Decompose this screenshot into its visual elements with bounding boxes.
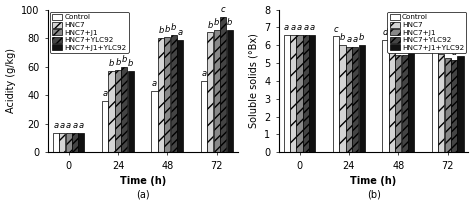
Bar [333, 36, 339, 152]
Text: (b): (b) [367, 190, 381, 200]
Bar [451, 60, 457, 152]
Bar [121, 67, 128, 152]
Text: d: d [432, 30, 438, 39]
Bar [152, 91, 157, 152]
Bar [296, 35, 302, 152]
Text: b: b [445, 46, 450, 55]
Text: b: b [158, 26, 164, 35]
Legend: Control, HNC7, HNC7+J1, HNC7+YLC92, HNC7+J1+YLC92: Control, HNC7, HNC7+J1, HNC7+YLC92, HNC7… [50, 12, 129, 53]
Text: b: b [359, 33, 365, 42]
Text: a: a [60, 121, 65, 130]
Text: b: b [227, 18, 232, 27]
Text: c: c [439, 42, 444, 51]
Text: c: c [334, 25, 338, 33]
Text: (a): (a) [136, 190, 149, 200]
Text: a: a [178, 28, 183, 37]
Text: a: a [284, 23, 289, 32]
Bar [214, 30, 220, 152]
Bar [128, 71, 134, 152]
Text: b: b [171, 24, 176, 32]
Text: b: b [214, 18, 219, 27]
Text: a: a [452, 48, 456, 57]
Bar [158, 38, 164, 152]
Text: ab: ab [393, 43, 403, 52]
Bar [115, 70, 121, 152]
Text: a: a [291, 23, 296, 32]
Bar [53, 133, 59, 152]
Bar [65, 133, 72, 152]
Bar [177, 40, 183, 152]
Text: a: a [303, 23, 309, 32]
Y-axis label: Acidity (g/kg): Acidity (g/kg) [6, 48, 16, 113]
Text: b: b [122, 55, 127, 64]
Bar [401, 55, 408, 152]
Bar [352, 47, 358, 152]
Bar [283, 35, 290, 152]
Bar [72, 133, 78, 152]
Text: c: c [390, 40, 394, 50]
Bar [346, 47, 352, 152]
Bar [339, 45, 346, 152]
Bar [438, 54, 444, 152]
Text: a: a [53, 121, 58, 130]
Bar [164, 37, 171, 152]
Bar [207, 32, 213, 152]
Bar [383, 40, 389, 152]
Text: b: b [208, 21, 213, 30]
Text: bc: bc [406, 42, 416, 50]
Bar [102, 101, 108, 152]
X-axis label: Time (h): Time (h) [350, 176, 397, 186]
Bar [432, 42, 438, 152]
Text: b: b [115, 58, 121, 67]
Text: a: a [102, 89, 108, 98]
Bar [389, 52, 395, 152]
Text: b: b [164, 25, 170, 34]
Bar [445, 58, 451, 152]
Bar [171, 35, 177, 152]
Bar [201, 81, 207, 152]
Bar [310, 35, 315, 152]
Bar [395, 55, 401, 152]
Text: a: a [310, 23, 315, 32]
Text: a: a [201, 69, 207, 78]
Text: b: b [109, 59, 114, 68]
Text: a: a [66, 121, 71, 130]
Bar [303, 35, 309, 152]
Bar [59, 133, 65, 152]
Y-axis label: Soluble solids (°Bx): Soluble solids (°Bx) [249, 33, 259, 128]
Text: a: a [346, 35, 351, 44]
Bar [290, 35, 296, 152]
Text: a: a [152, 79, 157, 88]
Bar [227, 30, 233, 152]
Text: d: d [383, 28, 388, 37]
Bar [408, 53, 414, 152]
Bar [109, 71, 115, 152]
Bar [359, 45, 365, 152]
Legend: Control, HNC7, HNC7+J1, HNC7+YLC92, HNC7+J1+YLC92: Control, HNC7, HNC7+J1, HNC7+YLC92, HNC7… [387, 12, 466, 53]
Text: b: b [340, 33, 345, 42]
Text: a: a [79, 121, 84, 130]
Text: a: a [297, 23, 302, 32]
Text: b: b [128, 59, 134, 68]
Bar [457, 56, 464, 152]
Text: bc: bc [456, 44, 465, 53]
Bar [220, 17, 226, 152]
Text: b: b [402, 43, 408, 52]
X-axis label: Time (h): Time (h) [119, 176, 166, 186]
Text: a: a [353, 35, 358, 44]
Text: a: a [73, 121, 78, 130]
Text: c: c [221, 5, 226, 14]
Bar [78, 133, 84, 152]
